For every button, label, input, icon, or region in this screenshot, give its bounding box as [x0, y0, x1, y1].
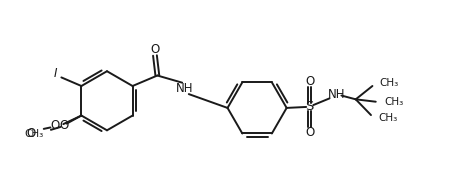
Text: NH: NH [328, 88, 345, 101]
Text: O: O [150, 43, 159, 56]
Text: NH: NH [176, 82, 193, 95]
Text: O: O [305, 126, 314, 139]
Text: S: S [305, 100, 314, 113]
Text: O: O [59, 119, 69, 132]
Text: CH₃: CH₃ [25, 129, 44, 139]
Text: CH₃: CH₃ [384, 97, 404, 107]
Text: O: O [305, 75, 314, 88]
Text: CH₃: CH₃ [378, 113, 398, 123]
Text: O: O [50, 119, 59, 132]
Text: CH₃: CH₃ [380, 78, 399, 88]
Text: I: I [53, 67, 57, 80]
Text: O: O [27, 127, 36, 140]
